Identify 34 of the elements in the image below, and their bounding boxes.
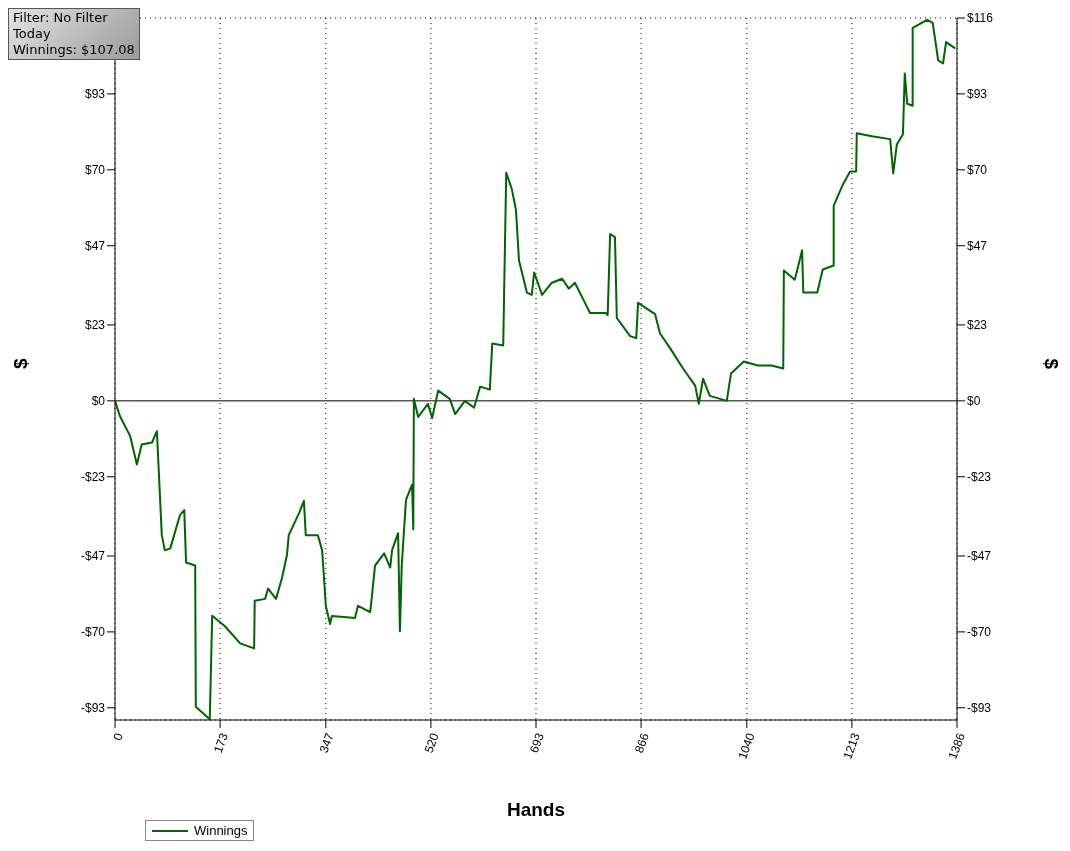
y2-tick-label: $116 (967, 11, 994, 26)
annotation: Winnings: $107.08 (13, 42, 135, 58)
y2-tick-label: -$70 (967, 625, 992, 640)
y2-tick-label: $47 (967, 238, 988, 253)
y2-axis-title: $ (1041, 358, 1063, 370)
x-tick-label: 347 (316, 730, 337, 755)
y2-tick-label: -$47 (967, 549, 992, 564)
y2-tick-label: -$93 (967, 701, 992, 716)
y-tick-label: -$23 (80, 470, 106, 485)
x-tick-label: 1040 (735, 730, 758, 762)
y-tick-label: $23 (84, 318, 106, 333)
y2-tick-label: $23 (967, 318, 988, 333)
x-axis-title: Hands (506, 799, 566, 820)
x-tick-label: 1213 (840, 730, 863, 762)
y-axis-title: $ (9, 358, 31, 369)
filter-info-box: Filter: No Filter Today Winnings: $107.08 (8, 8, 140, 60)
y-tick-label: $70 (84, 163, 106, 178)
y2-tick-label: $0 (967, 394, 981, 409)
x-tick-label: 1386 (945, 730, 968, 762)
y2-tick-label: $70 (967, 163, 988, 178)
legend-label: Winnings (193, 823, 248, 838)
y-tick-label: $93 (84, 87, 106, 102)
y-tick-label: -$47 (80, 549, 106, 564)
y-tick-label: -$70 (80, 625, 106, 640)
y2-tick-label: -$23 (967, 470, 992, 485)
x-tick-label: 173 (210, 730, 232, 755)
x-tick-label: 520 (421, 730, 442, 755)
x-tick-label: 0 (110, 730, 126, 743)
x-tick-label: 866 (631, 730, 653, 755)
y2-tick-label: $93 (967, 87, 988, 102)
y-tick-label: $47 (84, 238, 106, 253)
y-tick-label: -$93 (80, 701, 106, 716)
x-tick-label: 693 (526, 730, 547, 755)
y-tick-label: $0 (91, 394, 106, 409)
